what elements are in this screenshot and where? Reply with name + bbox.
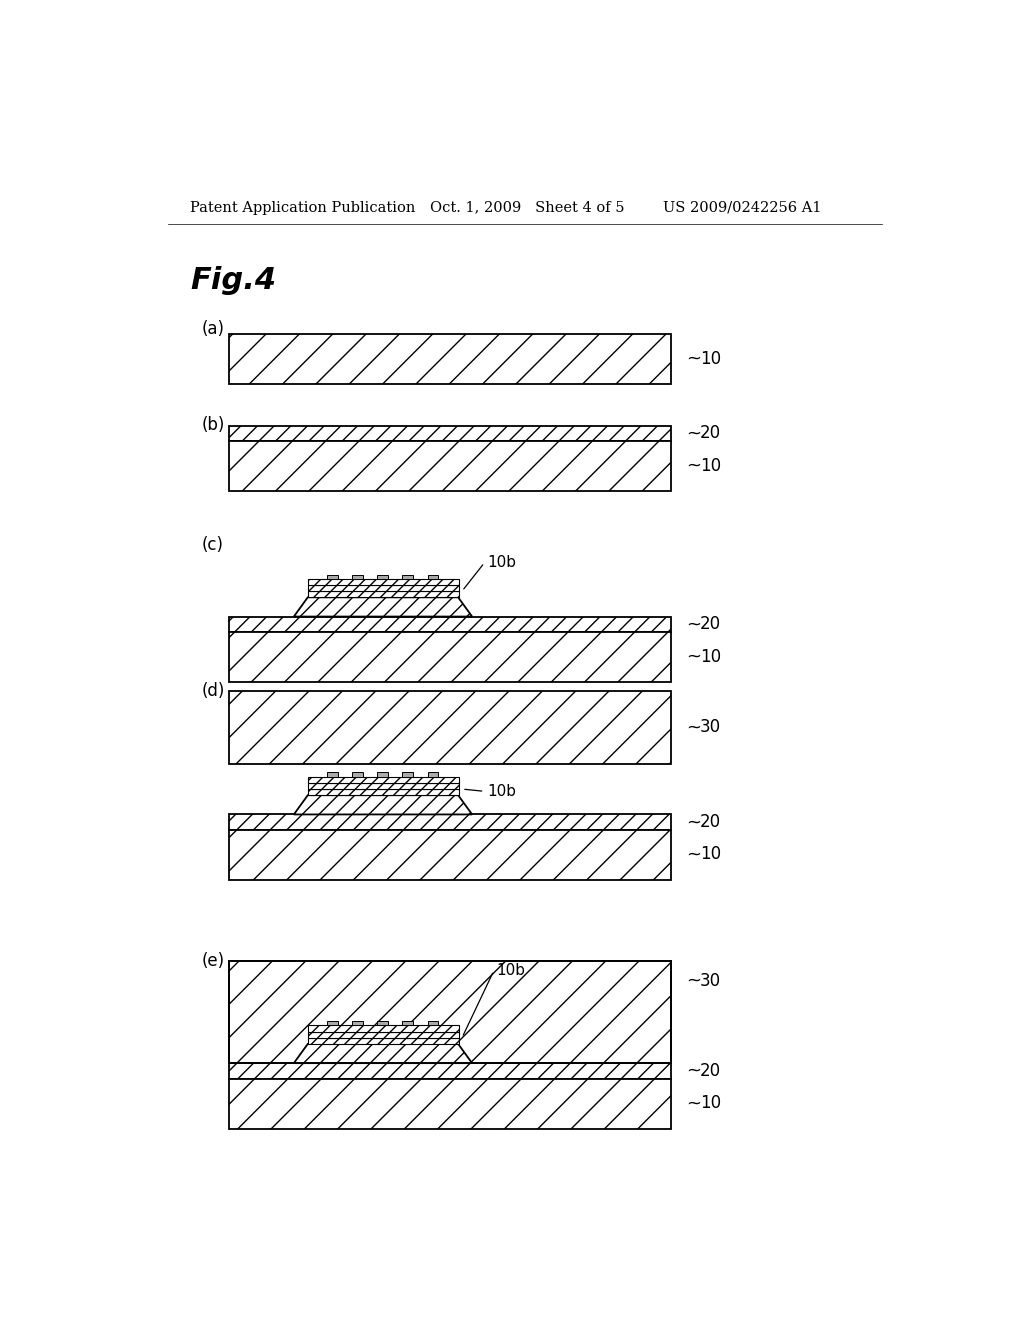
Bar — [428, 772, 438, 776]
Bar — [228, 961, 671, 1063]
Text: 20: 20 — [700, 424, 721, 442]
Bar — [308, 776, 459, 783]
Text: 30: 30 — [700, 972, 721, 990]
Bar — [308, 578, 459, 585]
Bar — [377, 1022, 388, 1026]
Text: Patent Application Publication: Patent Application Publication — [190, 201, 416, 215]
Text: (e): (e) — [202, 952, 224, 969]
Bar — [327, 772, 338, 776]
Bar — [308, 1032, 459, 1038]
Bar — [308, 1038, 459, 1044]
Text: 10b: 10b — [486, 784, 516, 799]
Text: 20: 20 — [700, 615, 721, 634]
Text: 30: 30 — [700, 718, 721, 737]
Bar — [402, 772, 414, 776]
Bar — [228, 692, 671, 764]
Polygon shape — [294, 795, 472, 814]
Bar — [352, 574, 362, 578]
Text: ~: ~ — [686, 350, 701, 367]
Bar — [228, 632, 671, 682]
Bar — [377, 772, 388, 776]
Bar — [377, 574, 388, 578]
Bar — [428, 1022, 438, 1026]
Bar — [327, 1022, 338, 1026]
Text: ~: ~ — [686, 424, 701, 442]
Polygon shape — [294, 597, 472, 616]
Text: (c): (c) — [202, 536, 223, 553]
Bar — [228, 961, 671, 1063]
Bar — [228, 425, 671, 441]
Bar — [402, 1022, 414, 1026]
Text: 20: 20 — [700, 1061, 721, 1080]
Bar — [228, 616, 671, 632]
Bar — [308, 789, 459, 795]
Text: (b): (b) — [202, 416, 225, 434]
Polygon shape — [294, 1044, 472, 1063]
Text: US 2009/0242256 A1: US 2009/0242256 A1 — [663, 201, 821, 215]
Bar — [308, 585, 459, 591]
Bar — [352, 1022, 362, 1026]
Text: ~: ~ — [686, 972, 701, 990]
Bar — [327, 574, 338, 578]
Text: Fig.4: Fig.4 — [190, 267, 276, 296]
Bar — [228, 334, 671, 384]
Bar — [308, 591, 459, 597]
Text: 10: 10 — [700, 457, 721, 475]
Text: ~: ~ — [686, 457, 701, 475]
Bar — [402, 574, 414, 578]
Bar — [228, 1078, 671, 1129]
Text: 10b: 10b — [486, 556, 516, 570]
Text: 20: 20 — [700, 813, 721, 832]
Text: ~: ~ — [686, 846, 701, 863]
Text: 10b: 10b — [496, 964, 525, 978]
Text: ~: ~ — [686, 648, 701, 665]
Text: 10: 10 — [700, 648, 721, 665]
Text: ~: ~ — [686, 813, 701, 832]
Text: ~: ~ — [686, 615, 701, 634]
Bar — [228, 441, 671, 491]
Text: (d): (d) — [202, 682, 225, 700]
Bar — [428, 574, 438, 578]
Bar — [352, 772, 362, 776]
Text: 10: 10 — [700, 846, 721, 863]
Bar — [228, 1063, 671, 1078]
Bar — [228, 814, 671, 830]
Text: 10: 10 — [700, 1094, 721, 1113]
Text: ~: ~ — [686, 1061, 701, 1080]
Bar — [308, 783, 459, 789]
Text: Oct. 1, 2009   Sheet 4 of 5: Oct. 1, 2009 Sheet 4 of 5 — [430, 201, 625, 215]
Text: ~: ~ — [686, 718, 701, 737]
Text: ~: ~ — [686, 1094, 701, 1113]
Bar — [228, 830, 671, 880]
Bar — [308, 1026, 459, 1032]
Text: 10: 10 — [700, 350, 721, 367]
Text: (a): (a) — [202, 321, 224, 338]
